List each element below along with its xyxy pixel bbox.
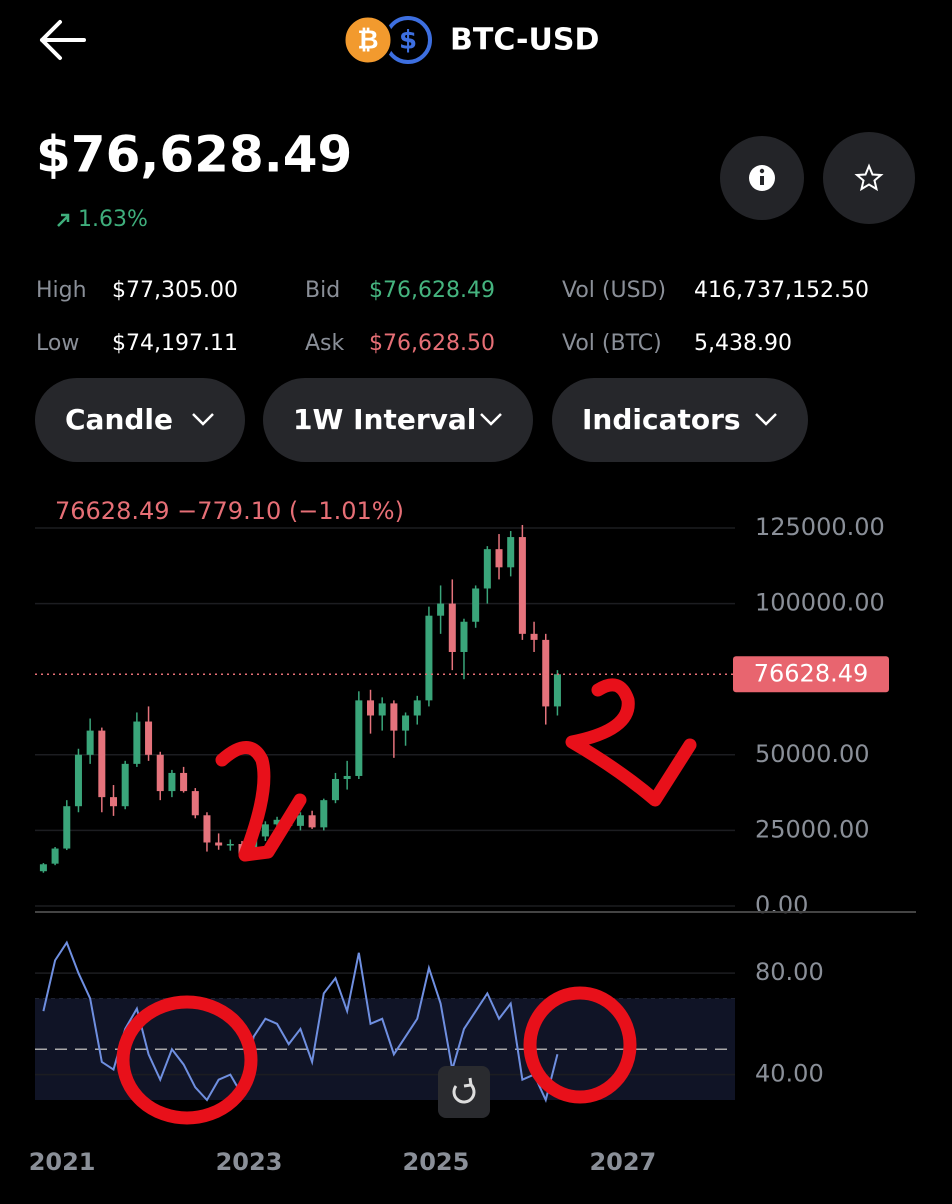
- candle-body: [553, 674, 561, 707]
- y-tick-label: 80.00: [755, 958, 824, 986]
- candle-body: [530, 633, 538, 640]
- button-bg: [552, 378, 808, 462]
- candle-body: [133, 721, 141, 764]
- y-tick-label: 0.00: [755, 891, 808, 919]
- coin-icon: $ ₿: [342, 14, 432, 66]
- candle-body: [542, 639, 550, 707]
- x-tick-label: 2025: [403, 1148, 470, 1176]
- candle-body: [51, 848, 59, 864]
- annotations: [116, 678, 697, 1125]
- candle-body: [472, 588, 480, 622]
- candle-body: [425, 615, 433, 701]
- candle-body: [180, 772, 188, 792]
- favorite-button[interactable]: [823, 132, 915, 224]
- y-tick-label: 40.00: [755, 1060, 824, 1088]
- candle-body: [390, 703, 398, 731]
- stat-value: 416,737,152.50: [694, 278, 869, 303]
- candle-body: [156, 754, 164, 792]
- button-label: 1W Interval: [293, 403, 476, 436]
- button-label: Indicators: [582, 403, 741, 436]
- candle-body: [203, 815, 211, 843]
- button-label: Candle: [65, 403, 173, 436]
- svg-text:₿: ₿: [357, 26, 378, 56]
- candle-body: [507, 537, 515, 568]
- candle-body: [86, 730, 94, 755]
- candle-body: [460, 621, 468, 652]
- candle-body: [448, 603, 456, 652]
- x-tick-label: 2023: [216, 1148, 283, 1176]
- stat-value: $76,628.50: [369, 331, 495, 356]
- candle-body: [343, 775, 351, 779]
- button-bg: [35, 378, 245, 462]
- candle-body: [483, 549, 491, 589]
- candle-body: [355, 700, 363, 776]
- y-tick-label: 100000.00: [755, 589, 885, 617]
- candle-body: [367, 700, 375, 716]
- chevron: [480, 413, 502, 426]
- candle-body: [413, 700, 421, 716]
- stat-label: Vol (BTC): [562, 331, 662, 356]
- candle-body: [191, 791, 199, 816]
- candle-body: [320, 800, 328, 828]
- reset-button[interactable]: [438, 1066, 490, 1118]
- candle-body: [39, 864, 47, 872]
- candle-body: [495, 549, 503, 568]
- info-button[interactable]: [720, 136, 804, 220]
- stats: High $77,305.00 Bid $76,628.49 Vol (USD) 416,…: [36, 278, 869, 356]
- candle-body: [296, 815, 304, 826]
- svg-text:$: $: [399, 26, 417, 56]
- y-tick-label: 25000.00: [755, 815, 870, 843]
- stat-value: $77,305.00: [112, 278, 238, 303]
- candle-body: [402, 715, 410, 731]
- chevron: [755, 413, 777, 426]
- dropdown-button[interactable]: Candle: [35, 378, 245, 462]
- chart-legend: 76628.49 −779.10 (−1.01%): [55, 497, 404, 525]
- rsi-line: [42, 940, 559, 1103]
- current-price-tag: [733, 656, 889, 693]
- stat-value: 5,438.90: [694, 331, 792, 356]
- price: $76,628.49: [36, 126, 352, 184]
- controls: Candle 1W Interval Indicators: [35, 378, 808, 462]
- x-tick-label: 2027: [589, 1148, 656, 1176]
- candle-body: [378, 703, 386, 716]
- stat-label: Bid: [305, 278, 340, 303]
- stat-label: Vol (USD): [562, 278, 666, 303]
- back-button[interactable]: [40, 20, 86, 60]
- y-tick-label: 125000.00: [755, 513, 885, 541]
- chevron: [192, 413, 214, 426]
- candle-body: [518, 537, 526, 634]
- candle-body: [110, 797, 118, 807]
- candle-body: [215, 842, 223, 846]
- y-tick-label: 50000.00: [755, 740, 870, 768]
- stat-value: $74,197.11: [112, 331, 238, 356]
- candle-body: [226, 844, 234, 846]
- dropdown-button[interactable]: Indicators: [552, 378, 808, 462]
- candle-body: [437, 603, 445, 616]
- stat-value: $76,628.49: [369, 278, 495, 303]
- candle-body: [63, 806, 71, 849]
- candle-body: [273, 819, 281, 825]
- up-arrow: [57, 213, 70, 227]
- candle-body: [308, 815, 316, 828]
- candle-body: [168, 772, 176, 792]
- candle-body: [74, 754, 82, 807]
- candle-body: [145, 721, 153, 755]
- dropdown-button[interactable]: 1W Interval: [263, 378, 533, 462]
- candle-body: [121, 763, 129, 807]
- x-tick-label: 2021: [29, 1148, 96, 1176]
- change: 1.63%: [78, 207, 148, 232]
- button-bg: [263, 378, 533, 462]
- title: BTC-USD: [450, 23, 599, 58]
- candle-body: [331, 778, 339, 801]
- candle-body: [98, 730, 106, 798]
- stat-label: Ask: [305, 331, 345, 356]
- stat-label: Low: [36, 331, 79, 356]
- candle-body: [261, 824, 269, 837]
- stat-label: High: [36, 278, 87, 303]
- current-price-label: 76628.49: [754, 659, 869, 687]
